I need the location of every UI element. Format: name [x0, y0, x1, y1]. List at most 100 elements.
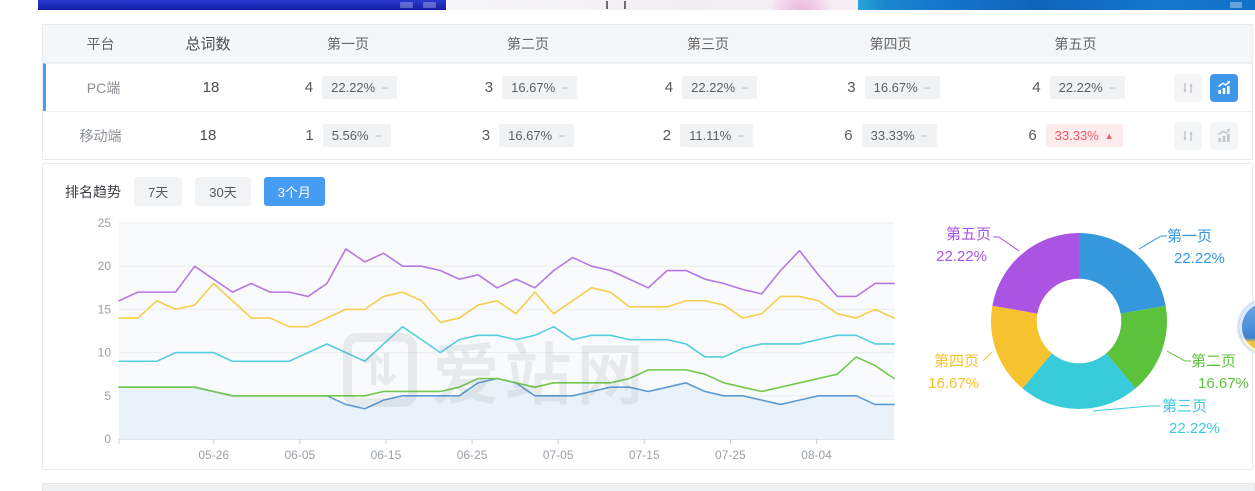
platform-label: 移动端 — [79, 127, 122, 144]
svg-text:22.22%: 22.22% — [936, 248, 987, 265]
up-indicator-icon: ▲ — [1104, 130, 1114, 141]
pct-badge: 16.67% − — [864, 76, 940, 99]
svg-text:第三页: 第三页 — [1162, 397, 1207, 415]
banner-glyph — [400, 2, 413, 8]
tab-7-days[interactable]: 7天 — [134, 177, 183, 206]
svg-text:第一页: 第一页 — [1167, 227, 1212, 245]
pc-page1-cell: 4 22.22% − — [261, 76, 441, 99]
flat-indicator-icon: − — [374, 128, 382, 143]
top-ad-banner-left[interactable] — [38, 0, 446, 10]
svg-text:第四页: 第四页 — [934, 352, 979, 370]
pct-badge: 33.33% − — [861, 124, 937, 147]
mobile-page2-cell: 3 16.67% − — [438, 124, 618, 147]
mobile-page3-cell: 2 11.11% − — [618, 124, 798, 147]
pc-page5-cell: 4 22.22% − — [986, 76, 1171, 99]
header-page-1: 第一页 — [327, 35, 369, 52]
flat-indicator-icon: − — [741, 80, 749, 95]
banner-glyph — [423, 2, 436, 8]
svg-text:07-15: 07-15 — [629, 448, 660, 462]
header-page-2: 第二页 — [507, 35, 549, 52]
mobile-page1-cell: 1 5.56% − — [258, 124, 438, 147]
trend-chart-icon[interactable] — [1210, 73, 1238, 102]
count: 3 — [484, 79, 494, 96]
svg-text:25: 25 — [98, 216, 112, 230]
ranking-trend-card: 排名趋势 7天 30天 3个月 0 5 10 15 20 25 05-26 06-05 06-1… — [42, 163, 1253, 470]
table-header-row: 平台 总词数 第一页 第二页 第三页 第四页 第五页 — [43, 25, 1252, 63]
svg-text:第五页: 第五页 — [946, 225, 991, 243]
count: 1 — [305, 127, 314, 144]
pct-badge: 22.22% − — [682, 76, 758, 99]
svg-text:06-05: 06-05 — [284, 448, 315, 462]
flat-indicator-icon: − — [558, 128, 566, 143]
next-section-strip — [42, 483, 1255, 491]
total-words-value: 18 — [199, 127, 217, 144]
svg-text:05-26: 05-26 — [198, 448, 229, 462]
pct-badge: 22.22% − — [322, 76, 398, 99]
flat-indicator-icon: − — [920, 128, 928, 143]
count: 3 — [481, 127, 491, 144]
pct-badge: 16.67% − — [499, 124, 575, 147]
header-page-4: 第四页 — [869, 35, 912, 52]
svg-text:07-25: 07-25 — [715, 448, 746, 462]
mobile-page4-cell: 6 33.33% − — [798, 124, 983, 147]
pc-page3-cell: 4 22.22% − — [621, 76, 801, 99]
svg-text:22.22%: 22.22% — [1174, 250, 1225, 267]
mobile-page5-cell: 6 33.33% ▲ — [983, 124, 1168, 147]
svg-text:22.22%: 22.22% — [1169, 420, 1220, 436]
svg-text:10: 10 — [98, 346, 112, 360]
svg-text:16.67%: 16.67% — [1198, 375, 1249, 392]
pc-page2-cell: 3 16.67% − — [441, 76, 621, 99]
flat-indicator-icon: − — [1108, 80, 1116, 95]
count: 4 — [664, 79, 674, 96]
count: 3 — [847, 79, 856, 96]
pct-badge: 22.22% − — [1049, 76, 1125, 99]
svg-text:06-15: 06-15 — [371, 448, 402, 462]
svg-text:第二页: 第二页 — [1191, 352, 1236, 370]
keyword-ranking-table-card: 平台 总词数 第一页 第二页 第三页 第四页 第五页 PC端 18 4 22.2… — [42, 24, 1253, 160]
svg-text:15: 15 — [98, 302, 112, 316]
flat-indicator-icon: − — [381, 80, 389, 95]
top-ad-banner-right[interactable] — [858, 0, 1255, 10]
count: 2 — [662, 127, 672, 144]
header-page-5: 第五页 — [1054, 35, 1097, 52]
count: 4 — [304, 79, 314, 96]
svg-text:08-04: 08-04 — [801, 448, 832, 462]
banner-mark — [606, 1, 608, 9]
count: 4 — [1032, 79, 1041, 96]
svg-text:07-05: 07-05 — [543, 448, 574, 462]
flat-indicator-icon: − — [923, 80, 931, 95]
pct-badge-up: 33.33% ▲ — [1045, 124, 1123, 147]
pct-badge: 16.67% − — [502, 76, 578, 99]
ranking-trend-line-chart[interactable]: 0 5 10 15 20 25 05-26 06-05 06-15 06-25 07-05 07-15… — [61, 206, 921, 468]
svg-text:0: 0 — [104, 432, 111, 446]
svg-text:20: 20 — [98, 259, 112, 273]
banner-pink-art — [771, 0, 831, 10]
count: 6 — [1028, 127, 1037, 144]
header-total-words: 总词数 — [185, 36, 231, 53]
header-platform: 平台 — [86, 35, 115, 52]
svg-text:16.67%: 16.67% — [928, 375, 979, 392]
banner-mark — [624, 1, 626, 9]
trend-chart-icon[interactable] — [1210, 121, 1238, 150]
platform-label: PC端 — [86, 79, 121, 96]
header-page-3: 第三页 — [687, 35, 729, 52]
trend-section-title: 排名趋势 — [65, 183, 121, 200]
svg-text:06-25: 06-25 — [457, 448, 488, 462]
page-distribution-donut-chart[interactable]: 第一页 22.22% 第二页 16.67% 第三页 22.22% 第四页 16.67% 第五页 2… — [921, 211, 1254, 436]
flat-indicator-icon: − — [561, 80, 569, 95]
top-ad-banner-middle[interactable] — [446, 0, 858, 10]
sort-arrows-icon[interactable] — [1174, 121, 1202, 150]
pc-page4-cell: 3 16.67% − — [801, 76, 986, 99]
pct-badge: 11.11% − — [680, 124, 754, 147]
sort-arrows-icon[interactable] — [1174, 73, 1202, 102]
banner-glyph — [1230, 2, 1242, 8]
table-row-mobile[interactable]: 移动端 18 1 5.56% − 3 16.67% − 2 11.11% − 6 33… — [43, 111, 1252, 159]
tab-30-days[interactable]: 30天 — [195, 177, 251, 206]
count: 6 — [844, 127, 853, 144]
total-words-value: 18 — [202, 79, 220, 96]
table-row-pc[interactable]: PC端 18 4 22.22% − 3 16.67% − 4 22.22% − 3 1… — [43, 63, 1252, 111]
tab-3-months[interactable]: 3个月 — [263, 177, 325, 206]
pct-badge: 5.56% − — [322, 124, 391, 147]
svg-text:5: 5 — [104, 389, 111, 403]
flat-indicator-icon: − — [737, 128, 745, 143]
